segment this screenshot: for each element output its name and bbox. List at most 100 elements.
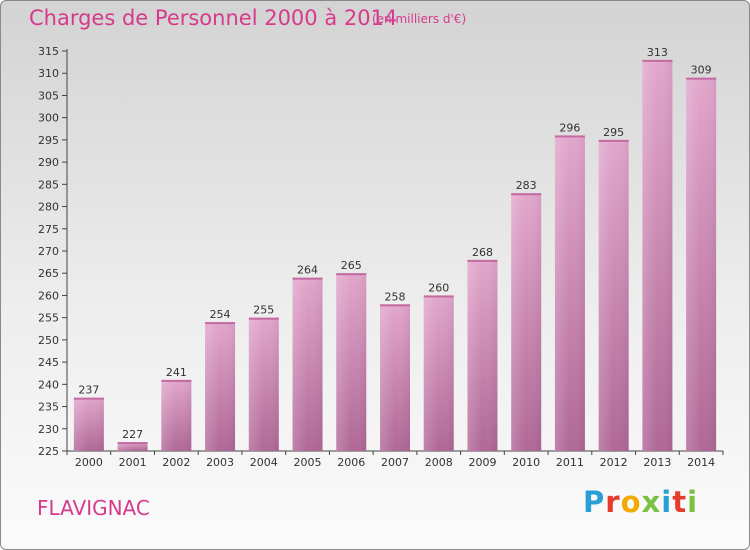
bar-value-label: 258 — [385, 290, 406, 303]
bar-sheen — [642, 59, 673, 452]
bar-top-edge — [554, 135, 585, 138]
x-tick-label: 2000 — [75, 456, 103, 469]
bar-top-edge — [248, 317, 279, 320]
x-tick-label: 2008 — [425, 456, 453, 469]
bar-top-edge — [511, 193, 542, 196]
y-tick-label: 270 — [38, 245, 59, 258]
x-tick-label: 2013 — [643, 456, 671, 469]
bar-value-label: 227 — [122, 428, 143, 441]
bar-sheen — [117, 442, 148, 451]
logo-letter: i — [661, 485, 673, 519]
y-tick-label: 245 — [38, 356, 59, 369]
bar — [73, 397, 104, 451]
bar-top-edge — [205, 322, 236, 325]
bar-sheen — [205, 322, 236, 451]
bar — [117, 442, 148, 451]
y-tick-label: 310 — [38, 67, 59, 80]
chart-subtitle: (en milliers d'€) — [372, 12, 467, 26]
bar — [642, 59, 673, 452]
logo-letter: x — [641, 485, 662, 519]
bar — [380, 304, 410, 451]
y-tick-label: 250 — [38, 334, 59, 347]
y-tick-label: 225 — [38, 445, 59, 458]
data-labels: 237 227 241 254 255 264 265 258 260 268 283 296 295 3… — [78, 46, 711, 441]
proxiti-logo: Proxiti — [583, 485, 698, 519]
x-tick-label: 2010 — [512, 456, 540, 469]
x-tick-label: 2003 — [206, 456, 234, 469]
y-tick-label: 300 — [38, 112, 59, 125]
logo-letter: t — [672, 485, 688, 519]
x-tick-label: 2004 — [250, 456, 278, 469]
bar-value-label: 313 — [647, 46, 668, 59]
axes: 225 230 235 240 245 250 255 260 265 270 275 280 285 2… — [38, 45, 724, 469]
bar-value-label: 254 — [210, 308, 231, 321]
logo-letter: P — [583, 485, 606, 519]
bar-value-label: 309 — [691, 64, 712, 77]
y-tick-label: 265 — [38, 267, 59, 280]
bar-value-label: 268 — [472, 246, 493, 259]
bar — [686, 77, 717, 452]
y-tick-label: 240 — [38, 378, 59, 391]
bar — [205, 322, 236, 451]
y-tick-label: 255 — [38, 312, 59, 325]
bar-sheen — [336, 273, 367, 451]
bar-top-edge — [336, 273, 367, 276]
bars — [73, 59, 717, 452]
bar — [161, 379, 192, 451]
y-tick-label: 290 — [38, 156, 59, 169]
bar-value-label: 265 — [341, 259, 362, 272]
x-tick-label: 2005 — [294, 456, 322, 469]
bar-top-edge — [292, 277, 323, 280]
bar-value-label: 237 — [78, 384, 99, 397]
bar-top-edge — [642, 59, 673, 62]
bar-sheen — [380, 304, 410, 451]
y-tick-label: 280 — [38, 201, 59, 214]
bar-sheen — [686, 77, 717, 452]
x-tick-label: 2011 — [556, 456, 584, 469]
bar — [467, 259, 498, 451]
bar-sheen — [598, 139, 629, 451]
bar-sheen — [554, 135, 585, 451]
town-name: FLAVIGNAC — [37, 496, 150, 520]
bar-sheen — [511, 193, 542, 451]
bar-sheen — [467, 259, 498, 451]
bar-top-edge — [117, 442, 148, 445]
bar-top-edge — [467, 259, 498, 262]
logo-letter: r — [605, 485, 621, 519]
bar-value-label: 283 — [516, 179, 537, 192]
y-tick-label: 235 — [38, 401, 59, 414]
x-tick-label: 2002 — [162, 456, 190, 469]
bar-value-label: 260 — [428, 281, 449, 294]
bar — [336, 273, 367, 451]
logo-letter: o — [620, 485, 642, 519]
bar — [511, 193, 542, 451]
bar — [598, 139, 629, 451]
y-tick-label: 275 — [38, 223, 59, 236]
x-tick-label: 2009 — [468, 456, 496, 469]
bar-value-label: 264 — [297, 264, 318, 277]
bar-top-edge — [161, 379, 192, 382]
bar — [292, 277, 323, 451]
y-tick-label: 230 — [38, 423, 59, 436]
bar — [423, 295, 454, 451]
y-tick-label: 295 — [38, 134, 59, 147]
bar-sheen — [292, 277, 323, 451]
y-tick-label: 305 — [38, 89, 59, 102]
chart-title: Charges de Personnel 2000 à 2014 — [29, 6, 398, 30]
x-tick-label: 2014 — [687, 456, 715, 469]
bar-top-edge — [598, 139, 629, 142]
bar-sheen — [248, 317, 279, 451]
x-tick-label: 2006 — [337, 456, 365, 469]
y-tick-label: 315 — [38, 45, 59, 58]
logo-letter: i — [687, 485, 699, 519]
bar-value-label: 255 — [253, 304, 274, 317]
x-tick-label: 2001 — [119, 456, 147, 469]
bar-sheen — [161, 379, 192, 451]
bar-top-edge — [423, 295, 454, 298]
bar-top-edge — [686, 77, 717, 80]
bar-sheen — [423, 295, 454, 451]
bar-value-label: 241 — [166, 366, 187, 379]
y-tick-label: 285 — [38, 178, 59, 191]
